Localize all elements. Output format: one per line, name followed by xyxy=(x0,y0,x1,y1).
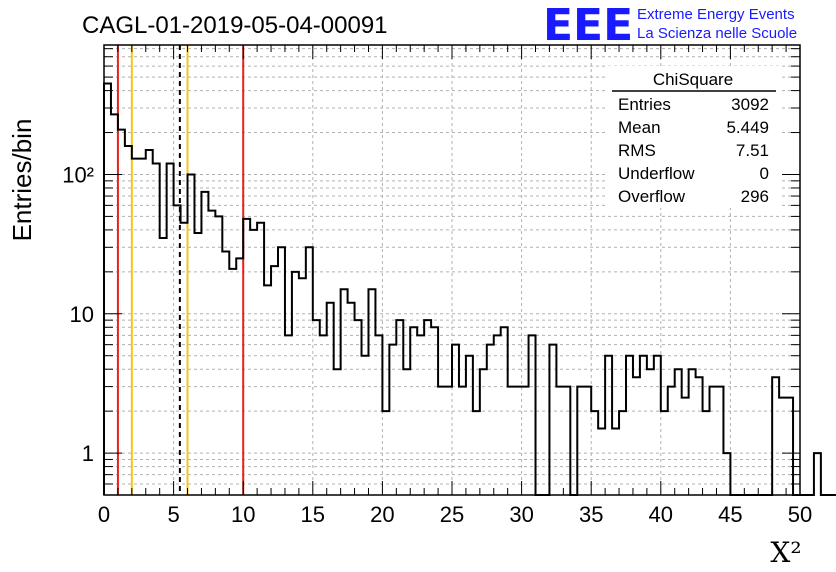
stats-box-background xyxy=(606,66,780,208)
y-tick-labels: 1 10 10² xyxy=(62,162,94,466)
stats-value-underflow: 0 xyxy=(760,164,769,183)
x-tick-label: 25 xyxy=(440,502,464,527)
x-tick-label: 5 xyxy=(167,502,179,527)
stats-value-rms: 7.51 xyxy=(736,141,769,160)
x-tick-label: 35 xyxy=(579,502,603,527)
x-axis-label: X² xyxy=(770,536,801,569)
x-tick-label: 30 xyxy=(509,502,533,527)
stats-label-overflow: Overflow xyxy=(618,187,686,206)
x-tick-label: 45 xyxy=(718,502,742,527)
x-tick-label: 50 xyxy=(788,502,812,527)
stats-value-mean: 5.449 xyxy=(726,118,769,137)
logo-subtitle-line1: Extreme Energy Events xyxy=(637,6,795,23)
stats-label-underflow: Underflow xyxy=(618,164,695,183)
stats-value-overflow: 296 xyxy=(741,187,769,206)
x-tick-label: 10 xyxy=(231,502,255,527)
x-tick-label: 15 xyxy=(301,502,325,527)
stats-label-mean: Mean xyxy=(618,118,661,137)
histogram-series xyxy=(103,82,836,496)
y-tick-label: 1 xyxy=(82,441,94,466)
x-tick-labels: 0 5 10 15 20 25 30 35 40 45 50 xyxy=(98,502,812,527)
stats-box-title: ChiSquare xyxy=(653,70,733,89)
axis-ticks xyxy=(103,45,801,496)
stats-value-entries: 3092 xyxy=(731,95,769,114)
chart-title: CAGL-01-2019-05-04-00091 xyxy=(82,12,388,39)
y-tick-label: 10 xyxy=(70,302,94,327)
x-tick-label: 40 xyxy=(649,502,673,527)
y-axis-label: Entries/bin xyxy=(7,119,37,242)
y-tick-label: 10² xyxy=(62,162,94,187)
stats-label-entries: Entries xyxy=(618,95,671,114)
stats-label-rms: RMS xyxy=(618,141,656,160)
logo-subtitle-line2: La Scienza nelle Scuole xyxy=(637,25,797,42)
vertical-markers xyxy=(116,45,245,495)
x-tick-label: 0 xyxy=(98,502,110,527)
x-tick-label: 20 xyxy=(370,502,394,527)
eee-logo: EEE xyxy=(543,0,633,51)
stats-box: ChiSquare Entries 3092 Mean 5.449 RMS 7.… xyxy=(606,66,780,208)
